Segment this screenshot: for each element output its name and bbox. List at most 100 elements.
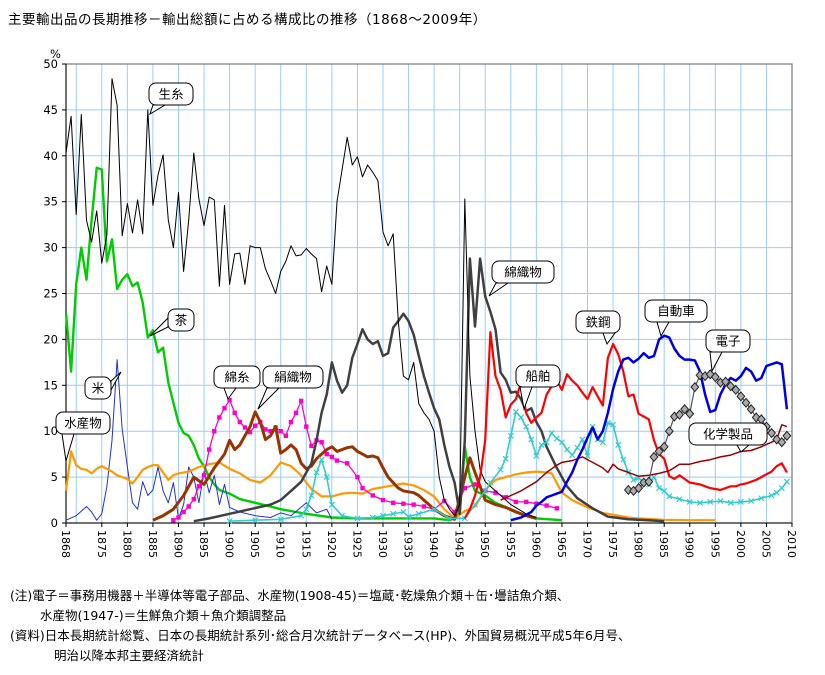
marker-diamond-electronics: [634, 482, 644, 494]
marker-square-cotton-yarn: [293, 410, 299, 416]
series-steel: [463, 331, 788, 519]
marker-x-ships: [502, 455, 509, 462]
marker-x-ships: [528, 436, 535, 443]
x-tick-label: 1995: [708, 530, 721, 558]
x-tick-label: 2000: [734, 530, 747, 558]
callout-box-silk-fabrics: [262, 365, 324, 389]
marker-diamond-electronics: [726, 381, 736, 392]
marker-x-ships: [379, 512, 387, 519]
marker-square-cotton-yarn: [304, 424, 309, 429]
marker-square-cotton-yarn: [344, 461, 350, 466]
marker-x-ships: [323, 474, 330, 481]
marker-diamond-electronics: [644, 476, 654, 487]
marker-x-ships: [630, 476, 637, 483]
marker-x-ships: [656, 485, 663, 492]
marker-x-ships: [512, 408, 519, 415]
marker-x-ships: [707, 498, 714, 505]
marker-x-ships: [564, 446, 571, 453]
x-tick-label: 1970: [580, 530, 593, 558]
marker-square-cotton-yarn: [370, 493, 375, 498]
marker-square-cotton-yarn: [309, 443, 314, 449]
marker-diamond-electronics: [782, 430, 792, 441]
callout-box-steel: [575, 310, 621, 334]
marker-x-ships: [405, 513, 412, 520]
y-tick-label: 10: [43, 424, 58, 438]
marker-diamond-electronics: [736, 391, 746, 402]
x-tick-label: 1940: [427, 530, 440, 558]
marker-square-cotton-yarn: [278, 429, 283, 434]
series-cotton-fabrics: [193, 257, 665, 523]
marker-x-ships: [487, 479, 494, 486]
marker-square-cotton-yarn: [288, 419, 294, 425]
series-line-marine-products: [64, 450, 716, 522]
marker-x-ships: [686, 498, 693, 505]
marker-x-ships: [497, 466, 504, 473]
marker-x-ships: [308, 492, 315, 499]
y-tick-label: 45: [43, 103, 58, 117]
marker-square-cotton-yarn: [411, 502, 416, 507]
y-tick-label: 15: [43, 378, 58, 392]
callout-text-steel: 鉄鋼: [585, 315, 610, 330]
note-line-1: (注)電子＝事務用機器＋半導体等電子部品、水産物(1908-45)＝塩蔵･乾燥魚…: [10, 588, 570, 603]
marker-x-ships: [599, 439, 606, 446]
series-raw-silk: [65, 78, 537, 518]
callout-box-tea: [167, 308, 195, 332]
marker-x-ships: [620, 456, 627, 463]
marker-x-ships: [569, 452, 576, 459]
marker-x-ships: [400, 508, 407, 516]
marker-square-cotton-yarn: [355, 474, 360, 480]
marker-square-cotton-yarn: [176, 515, 181, 520]
marker-diamond-electronics: [777, 437, 787, 448]
marker-square-cotton-yarn: [283, 433, 289, 438]
x-tick-label: 1975: [606, 530, 619, 558]
callout-box-ships: [515, 364, 561, 388]
marker-square-cotton-yarn: [252, 423, 258, 428]
series-ships: [226, 408, 790, 525]
callout-text-ships: 船舶: [525, 369, 550, 384]
y-tick-label: 20: [43, 332, 58, 346]
marker-x-ships: [415, 510, 422, 517]
x-tick-label: 1885: [146, 530, 159, 558]
marker-square-cotton-yarn: [544, 503, 549, 508]
marker-x-ships: [523, 423, 530, 430]
marker-x-ships: [758, 495, 765, 502]
marker-square-cotton-yarn: [227, 397, 232, 403]
x-tick-label: 1875: [95, 530, 108, 558]
marker-diamond-electronics: [695, 370, 705, 381]
series-line-steel: [463, 331, 788, 519]
marker-x-ships: [298, 512, 305, 519]
chart-title: 主要輸出品の長期推移－輸出総額に占める構成比の推移（1868～2009年）: [8, 12, 487, 28]
x-tick-label: 1910: [274, 530, 287, 558]
callout-box-automobiles: [644, 299, 708, 323]
y-axis-labels: 0 5 10 15 20 25 30 35 40 45 50%: [43, 47, 66, 530]
marker-square-cotton-yarn: [196, 484, 202, 489]
callout-box-rice: [84, 376, 112, 400]
callout-text-automobiles: 自動車: [657, 304, 695, 319]
marker-square-cotton-yarn: [191, 496, 197, 502]
marker-x-ships: [676, 496, 683, 503]
marker-x-ships: [584, 452, 591, 460]
marker-diamond-electronics: [680, 404, 690, 415]
marker-square-cotton-yarn: [217, 415, 222, 420]
marker-x-ships: [773, 489, 780, 496]
marker-diamond-electronics: [654, 446, 664, 457]
marker-square-cotton-yarn: [181, 509, 186, 515]
x-tick-label: 1950: [478, 530, 491, 558]
x-tick-label: 1925: [350, 530, 363, 558]
x-tick-label: 1895: [197, 530, 210, 558]
y-tick-label: 30: [43, 241, 58, 255]
marker-square-cotton-yarn: [380, 497, 386, 503]
marker-x-ships: [666, 493, 673, 500]
series-line-cotton-yarn: [173, 399, 557, 521]
note-line-4: 明治以降本邦主要経済統計: [54, 648, 205, 663]
marker-square-cotton-yarn: [523, 499, 529, 505]
marker-x-ships: [390, 510, 397, 517]
marker-square-cotton-yarn: [513, 499, 519, 505]
marker-x-ships: [696, 499, 703, 506]
callout-text-rice: 米: [92, 381, 105, 396]
marker-diamond-electronics: [741, 397, 751, 408]
marker-diamond-electronics: [710, 371, 720, 383]
marker-diamond-electronics: [690, 381, 700, 393]
x-axis-labels: 1868 1875 1880 1885 1890 1895 1900 1905 1910 1915…: [59, 523, 798, 558]
